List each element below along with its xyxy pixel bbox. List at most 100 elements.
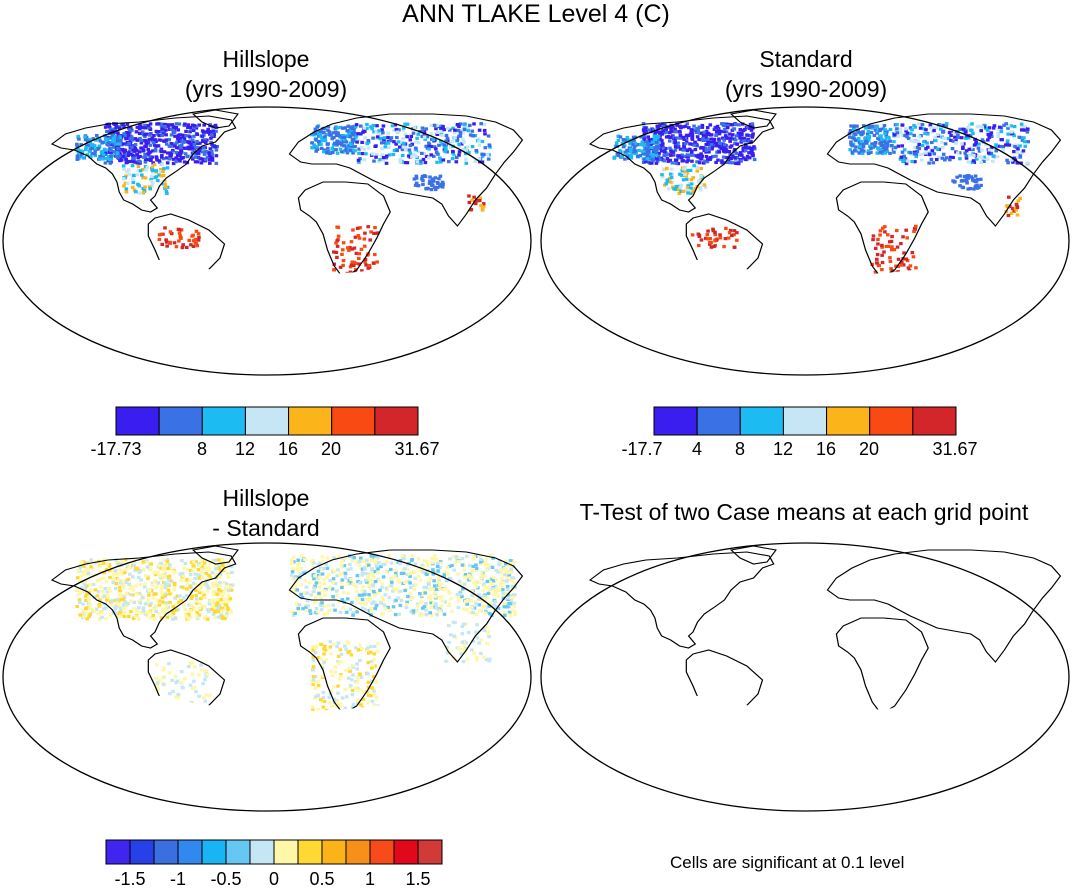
eurasia-outline [826, 549, 1062, 663]
grid-cell [115, 135, 120, 139]
grid-cell [683, 124, 688, 128]
grid-cell [899, 263, 904, 267]
grid-cell [98, 570, 103, 574]
grid-cell [199, 704, 203, 708]
grid-cell [165, 558, 170, 562]
grid-cell [180, 326, 184, 329]
grid-cell [415, 160, 420, 164]
grid-cell [872, 133, 877, 137]
grid-cell [723, 134, 728, 138]
grid-cell [154, 144, 159, 148]
grid-cell [197, 235, 201, 239]
grid-cell [300, 554, 304, 558]
grid-cell [122, 167, 126, 171]
grid-cell [669, 148, 673, 152]
colorbar-swatch [158, 406, 203, 436]
grid-cell [167, 157, 172, 161]
grid-cell [349, 263, 354, 267]
grid-cell [340, 578, 345, 582]
grid-cell [485, 295, 489, 298]
grid-cell [180, 685, 185, 689]
grid-cell [686, 191, 690, 195]
grid-cell [198, 588, 202, 592]
grid-cell [107, 147, 112, 152]
grid-cell [186, 724, 190, 727]
grid-cell [324, 562, 328, 566]
colorbar-swatch [739, 406, 784, 436]
grid-cell [453, 128, 457, 132]
grid-cell [178, 133, 182, 137]
grid-cell [188, 569, 193, 573]
grid-cell [365, 122, 369, 127]
grid-cell [462, 127, 467, 131]
grid-cell [477, 580, 482, 584]
grid-cell [177, 122, 182, 126]
grid-cell [864, 141, 869, 145]
grid-cell [929, 157, 934, 161]
grid-cell [960, 179, 965, 183]
grid-cell [654, 150, 658, 154]
grid-cell [461, 607, 466, 611]
grid-cell [313, 686, 317, 690]
grid-cell [138, 569, 143, 573]
grid-cell [423, 137, 427, 141]
grid-cell [633, 135, 638, 139]
grid-cell [483, 132, 487, 136]
grid-cell [660, 173, 664, 177]
grid-cell [349, 567, 353, 571]
grid-cell [972, 143, 977, 147]
grid-cell [167, 703, 172, 707]
grid-cell [701, 136, 705, 141]
grid-cell [903, 127, 908, 131]
grid-cell [496, 594, 501, 598]
grid-cell [366, 572, 371, 576]
grid-cell [338, 705, 342, 709]
grid-cell [409, 558, 414, 562]
grid-cell [694, 130, 699, 134]
grid-cell [349, 240, 354, 244]
grid-cell [206, 130, 210, 134]
grid-cell [689, 178, 694, 182]
grid-cell [216, 607, 220, 611]
grid-cell [316, 694, 321, 698]
grid-cell [358, 708, 363, 711]
grid-cell [389, 584, 394, 588]
grid-cell [1019, 128, 1024, 132]
grid-cell [182, 160, 187, 164]
grid-cell [347, 667, 351, 671]
grid-cell [411, 152, 416, 156]
grid-cell [353, 149, 357, 153]
grid-cell [660, 139, 664, 143]
grid-cell [224, 615, 229, 619]
colorbar-swatch [225, 839, 251, 865]
grid-cell [127, 128, 132, 132]
grid-cell [131, 173, 136, 177]
grid-cell [160, 585, 164, 589]
grid-cell [88, 607, 92, 611]
grid-cell [168, 240, 172, 244]
grid-cell [733, 142, 737, 146]
grid-cell [916, 139, 921, 143]
grid-cell [469, 599, 473, 603]
grid-cell [644, 140, 649, 144]
grid-cell [379, 141, 384, 145]
grid-cell [375, 124, 379, 128]
grid-cell [101, 576, 106, 580]
grid-cell [1026, 294, 1030, 297]
grid-cell [386, 145, 391, 149]
grid-cell [161, 676, 165, 680]
grid-cell [896, 264, 901, 268]
grid-cell [339, 580, 343, 584]
grid-cell [348, 135, 352, 139]
grid-cell [344, 647, 348, 651]
grid-cell [193, 155, 198, 159]
grid-cell [690, 142, 695, 146]
grid-cell [614, 141, 619, 145]
grid-cell [326, 142, 330, 146]
grid-cell [369, 666, 374, 670]
grid-cell [195, 747, 199, 750]
grid-cell [341, 241, 346, 245]
grid-cell [878, 128, 882, 133]
grid-cell [420, 613, 425, 617]
grid-cell [501, 591, 506, 595]
